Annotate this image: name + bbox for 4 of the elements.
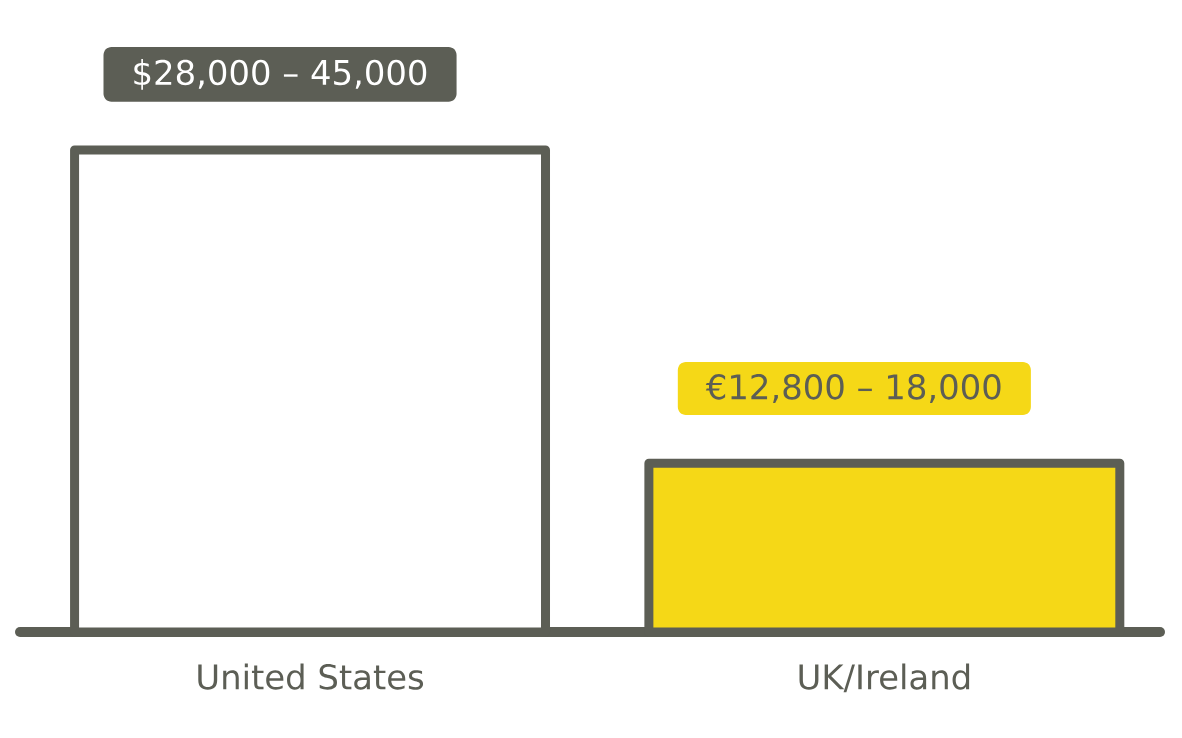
annotation: €12,800 – 18,000 [705, 374, 1001, 404]
x-tick-label: United States [198, 663, 424, 690]
x-tick-label: UK/Ireland [799, 663, 970, 693]
annotation: $28,000 – 45,000 [134, 59, 427, 90]
